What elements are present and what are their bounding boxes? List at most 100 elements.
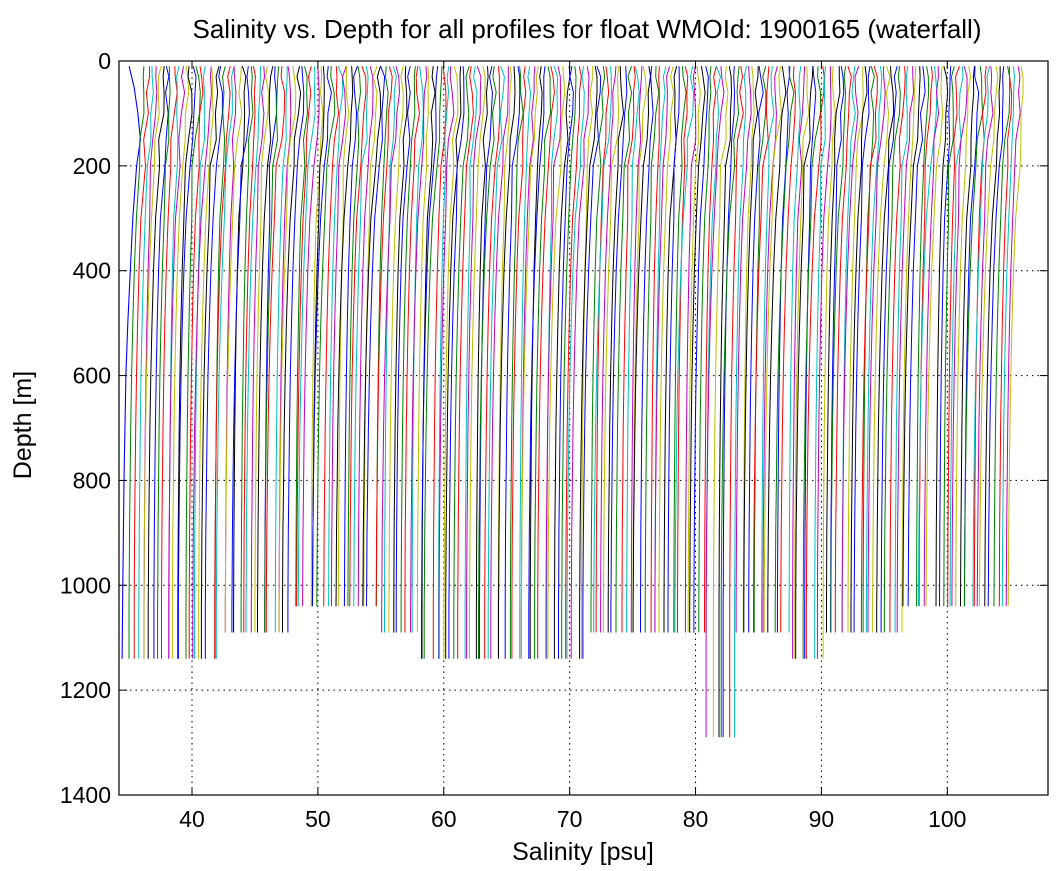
profile-line: [393, 66, 408, 633]
profile-line: [674, 66, 695, 633]
profile-line: [883, 66, 901, 633]
profile-line: [687, 66, 701, 633]
y-tick-label: 800: [73, 467, 111, 493]
profile-line: [133, 66, 151, 659]
profile-line: [547, 66, 566, 659]
profile-line: [767, 66, 787, 633]
profile-line: [704, 66, 717, 633]
profile-line: [198, 66, 214, 659]
profile-line: [384, 66, 397, 633]
profile-line: [410, 66, 428, 633]
axis-ticks: [119, 60, 1048, 796]
profile-line: [161, 66, 178, 659]
profile-line: [865, 66, 883, 633]
x-tick-label: 80: [683, 806, 709, 832]
profile-line: [972, 66, 990, 607]
profile-line: [311, 66, 332, 607]
profile-line: [366, 66, 386, 607]
profile-line: [343, 66, 358, 607]
profile-line: [984, 66, 1001, 607]
y-tick-label: 1200: [60, 677, 111, 703]
profile-line: [509, 66, 524, 659]
profile-line: [830, 66, 847, 633]
profile-line: [780, 66, 796, 633]
profile-line: [546, 66, 559, 659]
profile-line: [579, 66, 598, 659]
profile-line: [475, 66, 489, 659]
profile-line: [761, 66, 775, 633]
profile-line: [287, 66, 305, 633]
profile-line: [916, 66, 930, 607]
profile-line: [650, 66, 660, 633]
profile-line: [901, 66, 917, 633]
profile-line: [705, 66, 725, 738]
profile-line: [511, 66, 527, 659]
profile-line: [632, 66, 652, 633]
profile-line: [200, 66, 220, 659]
profile-line: [590, 66, 606, 633]
profile-line: [876, 66, 895, 633]
profile-line: [240, 66, 254, 633]
profile-line: [438, 66, 455, 659]
profile-line: [949, 66, 964, 607]
profile-line: [302, 66, 320, 607]
profile-line: [147, 66, 165, 659]
profile-line: [788, 66, 802, 633]
profile-line: [381, 66, 401, 633]
profile-line: [826, 66, 841, 633]
profile-line: [478, 66, 497, 659]
profile-line: [841, 66, 860, 633]
profile-line: [310, 66, 324, 607]
profile-line: [453, 66, 470, 659]
profile-line: [850, 66, 868, 633]
profile-line: [274, 66, 288, 633]
profile-line: [925, 66, 944, 607]
profile-line: [504, 66, 521, 659]
profile-line: [421, 66, 439, 659]
profile-line: [545, 66, 562, 659]
profile-line: [748, 66, 764, 633]
profile-line: [328, 66, 344, 607]
profile-line: [654, 66, 671, 633]
profile-line: [902, 66, 921, 607]
profile-line: [566, 66, 585, 659]
profile-line: [128, 66, 145, 659]
profile-line: [171, 66, 190, 659]
profile-line: [192, 66, 213, 659]
profile-line: [168, 66, 186, 659]
profile-line: [438, 66, 450, 659]
profile-line: [121, 66, 141, 659]
profile-line: [792, 66, 806, 659]
profile-line: [400, 66, 416, 633]
profile-line: [805, 66, 825, 659]
profile-line: [466, 66, 482, 659]
profile-line: [872, 66, 891, 633]
x-tick-label: 70: [557, 806, 583, 832]
profile-line: [528, 66, 546, 659]
x-tick-labels: 40 50 60 70 80 90 100: [179, 806, 966, 832]
profile-line: [630, 66, 643, 633]
profile-line: [663, 66, 678, 633]
profile-line: [621, 66, 636, 633]
profile-line: [245, 66, 261, 633]
profile-line: [257, 66, 274, 633]
x-tick-label: 40: [179, 806, 205, 832]
profile-line: [250, 66, 266, 633]
profile-line: [743, 66, 759, 633]
profile-line: [347, 66, 362, 607]
profile-line: [712, 66, 729, 738]
profile-line: [570, 66, 590, 659]
profile-line: [537, 66, 555, 659]
profile-line: [1005, 66, 1021, 607]
profile-line: [297, 66, 316, 607]
profile-line: [215, 66, 235, 659]
profile-line: [729, 66, 744, 738]
profile-line: [698, 66, 712, 633]
profile-line: [947, 66, 960, 607]
profile-line: [939, 66, 952, 607]
profile-line: [880, 66, 898, 633]
profile-line: [867, 66, 886, 633]
profile-line: [794, 66, 810, 659]
profile-line: [484, 66, 501, 659]
profile-line: [534, 66, 552, 659]
